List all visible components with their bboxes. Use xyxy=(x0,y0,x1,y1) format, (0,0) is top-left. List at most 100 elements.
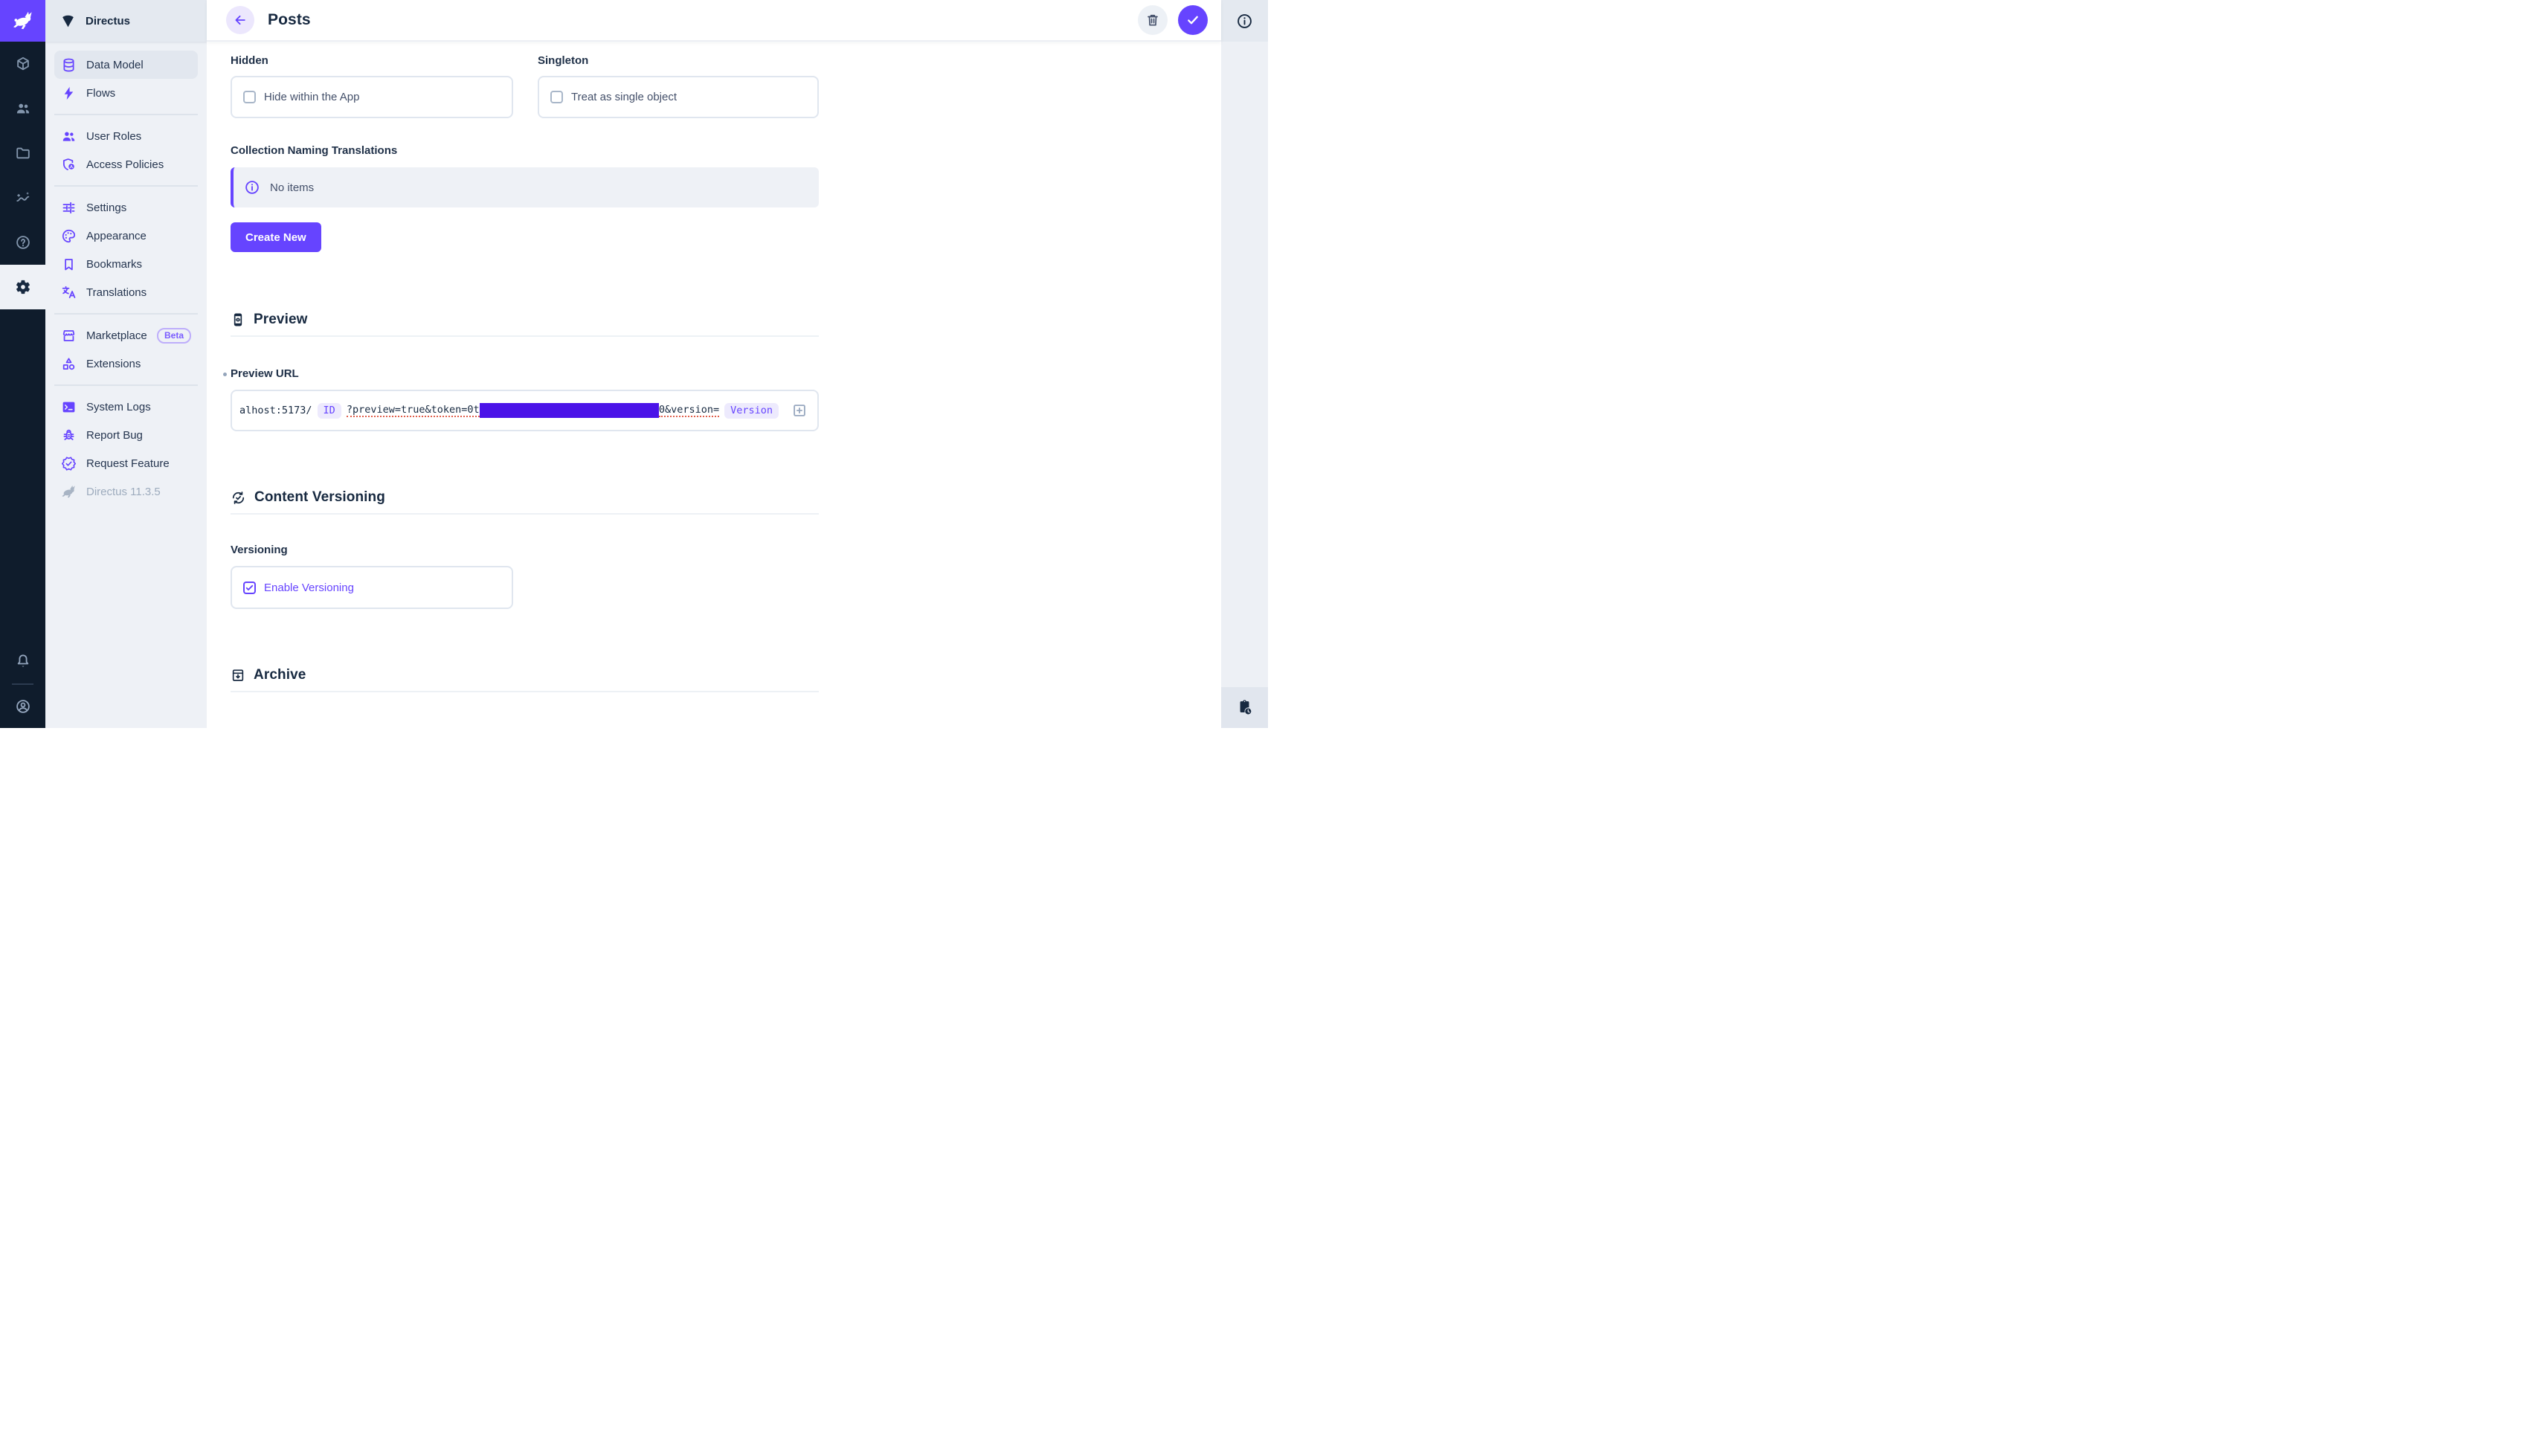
hidden-checkbox-field[interactable]: Hide within the App xyxy=(231,76,513,118)
archive-section: Archive xyxy=(231,667,1221,692)
preview-url-label: Preview URL xyxy=(231,367,299,380)
page-title: Posts xyxy=(268,11,311,28)
settings-nav-sidebar: Directus Data Model Flows xyxy=(45,0,207,728)
naming-translations-label: Collection Naming Translations xyxy=(231,144,398,157)
archive-section-title: Archive xyxy=(254,667,306,683)
archive-icon xyxy=(232,669,244,681)
url-prefix: alhost:5173/ xyxy=(239,405,312,416)
verified-badge-icon xyxy=(61,456,77,471)
bolt-icon xyxy=(64,86,74,100)
module-files[interactable] xyxy=(0,131,45,175)
no-items-text: No items xyxy=(270,181,315,194)
nav-item-label: Data Model xyxy=(86,58,144,71)
nav-item-label: Extensions xyxy=(86,357,141,370)
nav-item-user-roles[interactable]: User Roles xyxy=(54,122,198,150)
nav-item-marketplace[interactable]: Marketplace Beta xyxy=(54,321,198,349)
nav-item-label: Flows xyxy=(86,86,116,100)
save-button[interactable] xyxy=(1178,5,1208,35)
nav-item-request-feature[interactable]: Request Feature xyxy=(54,449,198,477)
module-help[interactable] xyxy=(0,220,45,265)
nav-item-bookmarks[interactable]: Bookmarks xyxy=(54,250,198,278)
project-header[interactable]: Directus xyxy=(45,0,207,42)
singleton-checkbox[interactable] xyxy=(550,91,563,103)
account-button[interactable] xyxy=(0,685,45,728)
enable-versioning-field[interactable]: Enable Versioning xyxy=(231,566,513,609)
preview-url-value[interactable]: alhost:5173/ ID ?preview=true&token=0t 0… xyxy=(232,402,784,419)
archive-section-header: Archive xyxy=(231,667,1221,683)
delete-button[interactable] xyxy=(1138,5,1168,35)
clipboard-clock-icon xyxy=(1240,700,1252,715)
nav-item-appearance[interactable]: Appearance xyxy=(54,222,198,250)
nav-item-system-logs[interactable]: System Logs xyxy=(54,393,198,421)
nav-item-report-bug[interactable]: Report Bug xyxy=(54,421,198,449)
singleton-checkbox-field[interactable]: Treat as single object xyxy=(538,76,819,118)
activity-sidebar-button[interactable] xyxy=(1221,687,1268,728)
module-bar xyxy=(0,0,45,728)
nav-item-label: Bookmarks xyxy=(86,257,143,271)
nav-divider xyxy=(54,384,198,386)
nav-item-settings[interactable]: Settings xyxy=(54,193,198,222)
redacted-token-bar xyxy=(479,403,659,418)
shield-person-icon xyxy=(62,158,74,170)
account-circle-icon xyxy=(16,700,30,713)
required-dot xyxy=(223,373,227,376)
enable-versioning-checkbox[interactable] xyxy=(243,581,256,594)
page-header: Posts xyxy=(207,0,1221,42)
hidden-checkbox[interactable] xyxy=(243,91,256,103)
database-icon xyxy=(63,58,74,71)
tune-icon xyxy=(62,202,75,213)
notifications-button[interactable] xyxy=(0,639,45,683)
section-divider xyxy=(231,335,819,337)
hidden-checkbox-label: Hide within the App xyxy=(264,91,360,103)
nav-item-label: Report Bug xyxy=(86,428,143,442)
create-new-button[interactable]: Create New xyxy=(231,222,321,252)
back-button[interactable] xyxy=(226,6,254,34)
singleton-field-label: Singleton xyxy=(538,54,589,67)
nav-item-flows[interactable]: Flows xyxy=(54,79,198,107)
content-cube-icon xyxy=(16,57,29,71)
info-sidebar-button[interactable] xyxy=(1221,0,1268,42)
nav-item-label: Request Feature xyxy=(86,457,170,470)
preview-url-field[interactable]: alhost:5173/ ID ?preview=true&token=0t 0… xyxy=(231,390,819,431)
add-box-icon[interactable] xyxy=(791,402,808,419)
module-users[interactable] xyxy=(0,86,45,131)
bug-icon xyxy=(63,429,74,440)
directus-logo-button[interactable] xyxy=(0,0,45,42)
preview-url-label-row: Preview URL xyxy=(223,367,1221,381)
section-divider xyxy=(231,691,819,692)
right-sidebar-body xyxy=(1221,42,1268,687)
help-icon xyxy=(16,236,30,249)
nav-item-label: Appearance xyxy=(86,229,147,242)
nav-item-access-policies[interactable]: Access Policies xyxy=(54,150,198,178)
right-sidebar xyxy=(1221,0,1268,728)
version-label: Directus 11.3.5 xyxy=(86,485,161,498)
insights-icon xyxy=(16,192,29,202)
preview-section: Preview Preview URL alhost:5173/ ID ?pre… xyxy=(223,312,1221,431)
section-divider xyxy=(231,513,819,515)
nav-divider xyxy=(54,185,198,187)
nav-item-extensions[interactable]: Extensions xyxy=(54,349,198,378)
module-bar-spacer xyxy=(0,309,45,639)
url-middle: ?preview=true&token=0t xyxy=(346,404,480,417)
versioning-field-label: Versioning xyxy=(231,544,288,556)
nav-item-translations[interactable]: Translations xyxy=(54,278,198,306)
module-content[interactable] xyxy=(0,42,45,86)
nav-item-label: Translations xyxy=(86,286,147,299)
enable-versioning-label: Enable Versioning xyxy=(264,581,354,594)
nav-item-label: System Logs xyxy=(86,400,151,413)
app-window: Directus Data Model Flows xyxy=(0,0,1268,728)
nav-item-data-model[interactable]: Data Model xyxy=(54,51,198,79)
palette-icon xyxy=(62,229,76,242)
nav-divider xyxy=(54,313,198,315)
module-insights[interactable] xyxy=(0,175,45,220)
arrow-left-icon xyxy=(235,15,245,25)
info-circle-icon xyxy=(245,181,259,194)
singleton-field: Singleton Treat as single object xyxy=(538,54,819,118)
nav-divider xyxy=(54,114,198,115)
nav-version-row: Directus 11.3.5 xyxy=(54,477,198,506)
no-items-notice: No items xyxy=(231,167,819,207)
trash-icon xyxy=(1148,14,1158,26)
module-settings-active[interactable] xyxy=(0,265,45,309)
info-icon xyxy=(1238,13,1252,28)
users-icon xyxy=(16,103,29,114)
